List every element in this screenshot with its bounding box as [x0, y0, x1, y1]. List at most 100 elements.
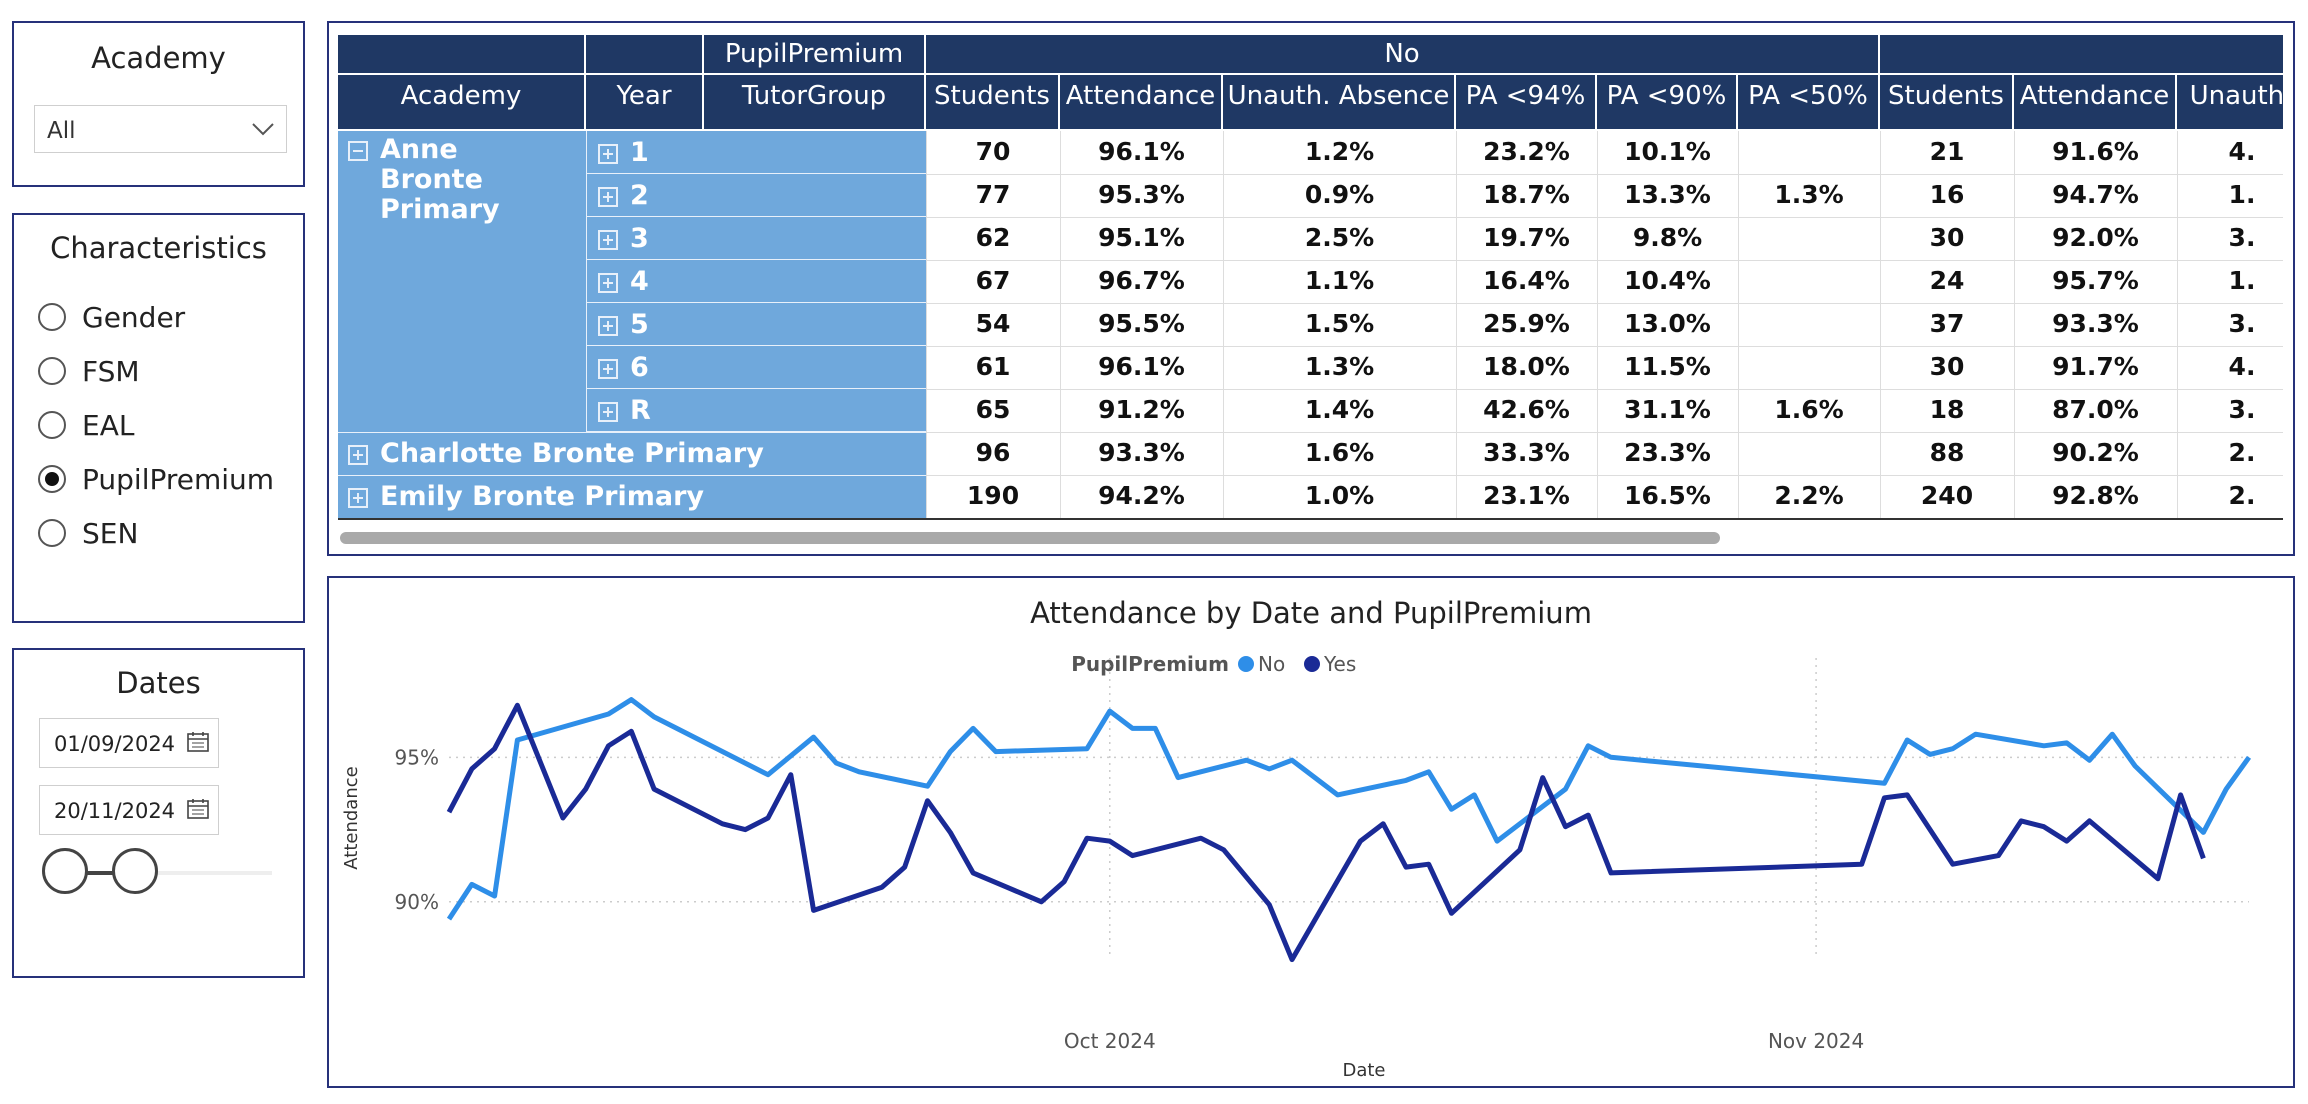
characteristic-option[interactable]: Gender [38, 297, 185, 337]
column-header[interactable]: TutorGroup [704, 75, 926, 131]
radio-button[interactable] [38, 465, 66, 493]
x-axis-label: Date [1342, 1060, 1385, 1081]
table-cell: 19.7% [1483, 223, 1570, 252]
row-divider [926, 303, 2283, 304]
academy-name: Charlotte Bronte Primary [380, 438, 764, 469]
row-divider [926, 346, 2283, 347]
horizontal-scrollbar[interactable] [340, 532, 1720, 544]
radio-button[interactable] [38, 411, 66, 439]
expand-icon[interactable] [598, 186, 618, 207]
year-label: 1 [630, 137, 649, 168]
characteristic-option[interactable]: EAL [38, 405, 134, 445]
column-divider [2014, 131, 2015, 518]
academy-dropdown[interactable]: All [34, 105, 287, 153]
academy-row-header[interactable]: Anne Bronte Primary [348, 135, 583, 225]
column-header[interactable]: Academy [338, 75, 586, 131]
line-chart-visual: Attendance by Date and PupilPremium Pupi… [327, 576, 2295, 1088]
y-tick-label: 90% [395, 890, 439, 914]
table-cell: 30 [1929, 223, 1965, 252]
column-header[interactable]: Attendance [1060, 75, 1223, 131]
year-label: 4 [630, 266, 649, 297]
column-header[interactable]: Attendance [2014, 75, 2177, 131]
characteristic-option-label: FSM [82, 354, 140, 388]
characteristic-option[interactable]: SEN [38, 513, 138, 553]
year-row-header[interactable]: 6 [586, 346, 926, 389]
column-header[interactable]: PA <90% [1597, 75, 1738, 131]
characteristic-option-label: Gender [82, 300, 186, 334]
column-header[interactable]: Year [586, 75, 704, 131]
academy-row-header[interactable]: Charlotte Bronte Primary [348, 432, 923, 475]
year-label: R [630, 395, 651, 426]
year-row-header[interactable]: 3 [586, 217, 926, 260]
table-cell: 67 [975, 266, 1011, 295]
column-header[interactable]: Students [1880, 75, 2014, 131]
header-blank [586, 35, 704, 75]
series-line-no [446, 697, 2252, 921]
radio-button[interactable] [38, 519, 66, 547]
expand-icon[interactable] [598, 358, 618, 379]
expand-icon[interactable] [598, 401, 618, 422]
table-cell: 16.4% [1483, 266, 1570, 295]
expand-icon[interactable] [598, 229, 618, 250]
year-row-header[interactable]: 5 [586, 303, 926, 346]
expand-icon[interactable] [598, 143, 618, 164]
table-cell: 61 [975, 352, 1011, 381]
row-divider [926, 475, 2283, 476]
column-header[interactable]: PA <94% [1456, 75, 1597, 131]
characteristic-option-label: EAL [82, 408, 135, 442]
academy-row-header[interactable]: Emily Bronte Primary [348, 475, 923, 518]
table-cell: 24 [1929, 266, 1965, 295]
column-header[interactable]: PA <50% [1738, 75, 1880, 131]
characteristic-option[interactable]: FSM [38, 351, 140, 391]
academy-slicer: Academy All [12, 21, 305, 187]
column-divider [1597, 131, 1598, 518]
row-divider [926, 217, 2283, 218]
chart-title: Attendance by Date and PupilPremium [1030, 596, 1592, 630]
expand-icon[interactable] [348, 444, 368, 465]
table-cell: 93.3% [2052, 309, 2139, 338]
start-date-input[interactable]: 01/09/2024 [39, 718, 219, 768]
table-cell: 92.0% [2052, 223, 2139, 252]
table-cell: 96.7% [1098, 266, 1185, 295]
expand-icon[interactable] [598, 272, 618, 293]
table-bottom-border [338, 518, 2283, 520]
table-cell: 23.2% [1483, 137, 1570, 166]
row-divider [926, 260, 2283, 261]
characteristic-option[interactable]: PupilPremium [38, 459, 274, 499]
expand-icon[interactable] [348, 487, 368, 508]
academy-name: Anne Bronte Primary [380, 134, 500, 225]
characteristics-slicer: Characteristics Gender FSM EAL PupilPremium… [12, 213, 305, 623]
year-row-header[interactable]: R [586, 389, 926, 432]
radio-button[interactable] [38, 357, 66, 385]
collapse-icon[interactable] [348, 141, 368, 161]
column-header[interactable]: Unauth. Absence [1223, 75, 1456, 131]
legend-marker [1238, 656, 1254, 672]
calendar-icon[interactable] [186, 798, 210, 820]
table-cell: 11.5% [1624, 352, 1711, 381]
start-date-value: 01/09/2024 [54, 732, 176, 756]
column-header[interactable]: Unauth. [2177, 75, 2283, 131]
year-row-header[interactable]: 1 [586, 131, 926, 174]
year-row-header[interactable]: 4 [586, 260, 926, 303]
table-cell: 1.1% [1304, 266, 1375, 295]
date-slider-end-handle[interactable] [112, 848, 158, 894]
table-cell: 13.0% [1624, 309, 1711, 338]
year-row-header[interactable]: 2 [586, 174, 926, 217]
column-header[interactable]: Students [926, 75, 1060, 131]
date-slider-track[interactable] [62, 871, 272, 875]
table-cell: 23.1% [1483, 481, 1570, 510]
table-cell: 9.8% [1632, 223, 1703, 252]
radio-button[interactable] [38, 303, 66, 331]
table-cell: 95.3% [1098, 180, 1185, 209]
table-cell: 16.5% [1624, 481, 1711, 510]
table-cell: 31.1% [1624, 395, 1711, 424]
characteristic-option-label: SEN [82, 516, 139, 550]
date-slider-start-handle[interactable] [42, 848, 88, 894]
end-date-input[interactable]: 20/11/2024 [39, 785, 219, 835]
table-cell: 91.6% [2052, 137, 2139, 166]
column-divider [1060, 131, 1061, 518]
calendar-icon[interactable] [186, 731, 210, 753]
row-header-area [338, 131, 926, 520]
legend-title: PupilPremium [1071, 652, 1229, 676]
expand-icon[interactable] [598, 315, 618, 336]
